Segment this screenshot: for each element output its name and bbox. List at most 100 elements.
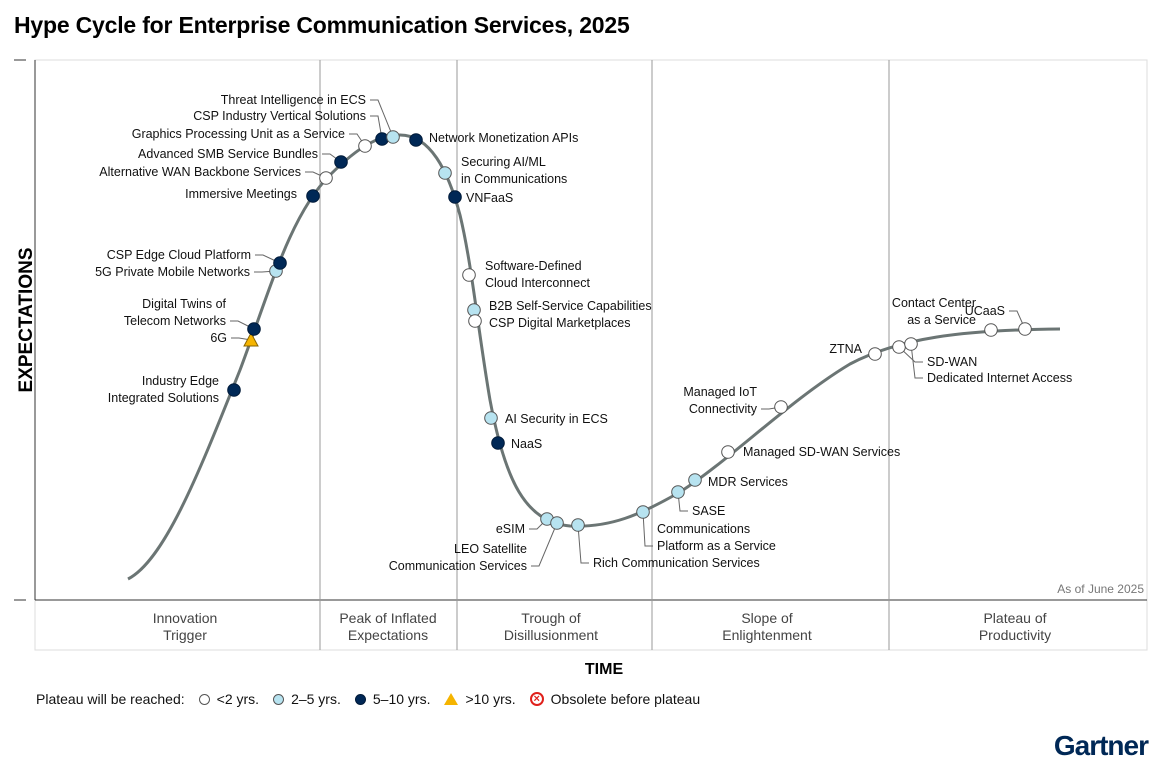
figure-title: Hype Cycle for Enterprise Communication …	[14, 12, 630, 38]
technology-label: Graphics Processing Unit as a Service	[132, 127, 345, 141]
technology-marker[interactable]	[484, 411, 498, 425]
leader-line	[577, 524, 589, 564]
legend-label: Obsolete before plateau	[550, 691, 701, 707]
leader-line	[370, 115, 383, 140]
technology-marker[interactable]	[438, 166, 452, 180]
technology-label: Alternative WAN Backbone Services	[99, 165, 301, 179]
technology-label: Rich Communication Services	[593, 556, 760, 570]
phase-label: Expectations	[348, 627, 428, 643]
legend-label: <2 yrs.	[216, 691, 260, 707]
legend-item-2to5: 2–5 yrs.	[273, 691, 341, 707]
triangle-icon	[444, 693, 459, 705]
x-axis-label: TIME	[585, 661, 624, 678]
technology-marker[interactable]	[227, 383, 241, 397]
technology-label: MDR Services	[708, 475, 788, 489]
phase-label: Peak of Inflated	[339, 610, 436, 626]
technology-label: Managed IoT	[683, 385, 757, 399]
phase-label: Plateau of	[983, 610, 1046, 626]
technology-label: Integrated Solutions	[108, 391, 219, 405]
technology-label: Dedicated Internet Access	[927, 371, 1072, 385]
y-axis-label: EXPECTATIONS	[16, 248, 37, 393]
technology-marker[interactable]	[868, 347, 882, 361]
technology-label: NaaS	[511, 437, 542, 451]
technology-label: CSP Digital Marketplaces	[489, 316, 631, 330]
technology-marker[interactable]	[984, 323, 998, 337]
technology-marker[interactable]	[550, 516, 564, 530]
technology-marker[interactable]	[671, 485, 685, 499]
technology-marker[interactable]	[468, 314, 482, 328]
technology-marker[interactable]	[904, 337, 918, 351]
triangle-marker[interactable]	[243, 331, 259, 347]
technology-label: CSP Edge Cloud Platform	[107, 248, 251, 262]
hype-curve	[127, 133, 1061, 581]
technology-label: Platform as a Service	[657, 539, 776, 553]
technology-marker[interactable]	[358, 139, 372, 153]
technology-label: Securing AI/ML	[461, 155, 546, 169]
technology-label: Telecom Networks	[124, 314, 226, 328]
technology-marker[interactable]	[319, 171, 333, 185]
technology-marker[interactable]	[386, 130, 400, 144]
technology-marker[interactable]	[375, 132, 389, 146]
technology-label: Cloud Interconnect	[485, 276, 590, 290]
phase-label: Productivity	[979, 627, 1051, 643]
technology-marker[interactable]	[571, 518, 585, 532]
technology-label: AI Security in ECS	[505, 412, 608, 426]
leader-line	[531, 522, 558, 567]
legend-label: 2–5 yrs.	[291, 691, 341, 707]
leader-line	[642, 511, 653, 547]
technology-marker[interactable]	[774, 400, 788, 414]
phase-label: Trough of	[521, 610, 581, 626]
technology-marker[interactable]	[247, 322, 261, 336]
technology-marker[interactable]	[688, 473, 702, 487]
technology-marker[interactable]	[306, 189, 320, 203]
technology-label: eSIM	[496, 522, 525, 536]
as-of-note: As of June 2025	[1057, 582, 1144, 596]
technology-label: UCaaS	[965, 304, 1005, 318]
legend-title: Plateau will be reached:	[36, 691, 185, 707]
technology-marker[interactable]	[334, 155, 348, 169]
technology-marker[interactable]	[448, 190, 462, 204]
legend: Plateau will be reached: <2 yrs. 2–5 yrs.…	[36, 691, 700, 707]
technology-label: Communications	[657, 522, 750, 536]
legend-label: 5–10 yrs.	[372, 691, 431, 707]
circle-icon	[198, 693, 210, 705]
legend-item-lt2: <2 yrs.	[198, 691, 260, 707]
technology-label: 5G Private Mobile Networks	[95, 265, 250, 279]
technology-label: Advanced SMB Service Bundles	[138, 147, 318, 161]
legend-item-obsolete: × Obsolete before plateau	[529, 691, 701, 707]
technology-label: CSP Industry Vertical Solutions	[193, 109, 366, 123]
technology-marker[interactable]	[1018, 322, 1032, 336]
technology-label: Communication Services	[389, 559, 527, 573]
technology-label: B2B Self-Service Capabilities	[489, 299, 652, 313]
leader-line	[370, 99, 394, 138]
leader-line	[898, 346, 923, 363]
gartner-logo: Gartner	[1053, 730, 1149, 761]
technology-marker[interactable]	[892, 340, 906, 354]
technology-marker[interactable]	[491, 436, 505, 450]
technology-label: Connectivity	[689, 402, 758, 416]
technology-label: as a Service	[907, 313, 976, 327]
phase-label: Innovation	[153, 610, 218, 626]
technology-label: Digital Twins of	[142, 297, 226, 311]
technology-label: SASE	[692, 504, 725, 518]
technology-label: Contact Center	[892, 296, 976, 310]
obsolete-x-icon: ×	[529, 692, 544, 706]
technology-marker[interactable]	[636, 505, 650, 519]
phase-label: Trigger	[163, 627, 207, 643]
phase-label: Enlightenment	[722, 627, 812, 643]
technology-label: 6G	[210, 331, 227, 345]
technology-label: Managed SD-WAN Services	[743, 445, 900, 459]
legend-item-gt10: >10 yrs.	[444, 691, 516, 707]
technology-marker[interactable]	[721, 445, 735, 459]
technology-marker[interactable]	[273, 256, 287, 270]
technology-label: SD-WAN	[927, 355, 977, 369]
circle-icon	[273, 693, 285, 705]
phase-label: Disillusionment	[504, 627, 598, 643]
technology-marker[interactable]	[462, 268, 476, 282]
technology-label: Software-Defined	[485, 259, 582, 273]
technology-label: Threat Intelligence in ECS	[221, 93, 366, 107]
circle-icon	[354, 693, 366, 705]
technology-marker[interactable]	[409, 133, 423, 147]
legend-item-5to10: 5–10 yrs.	[354, 691, 431, 707]
